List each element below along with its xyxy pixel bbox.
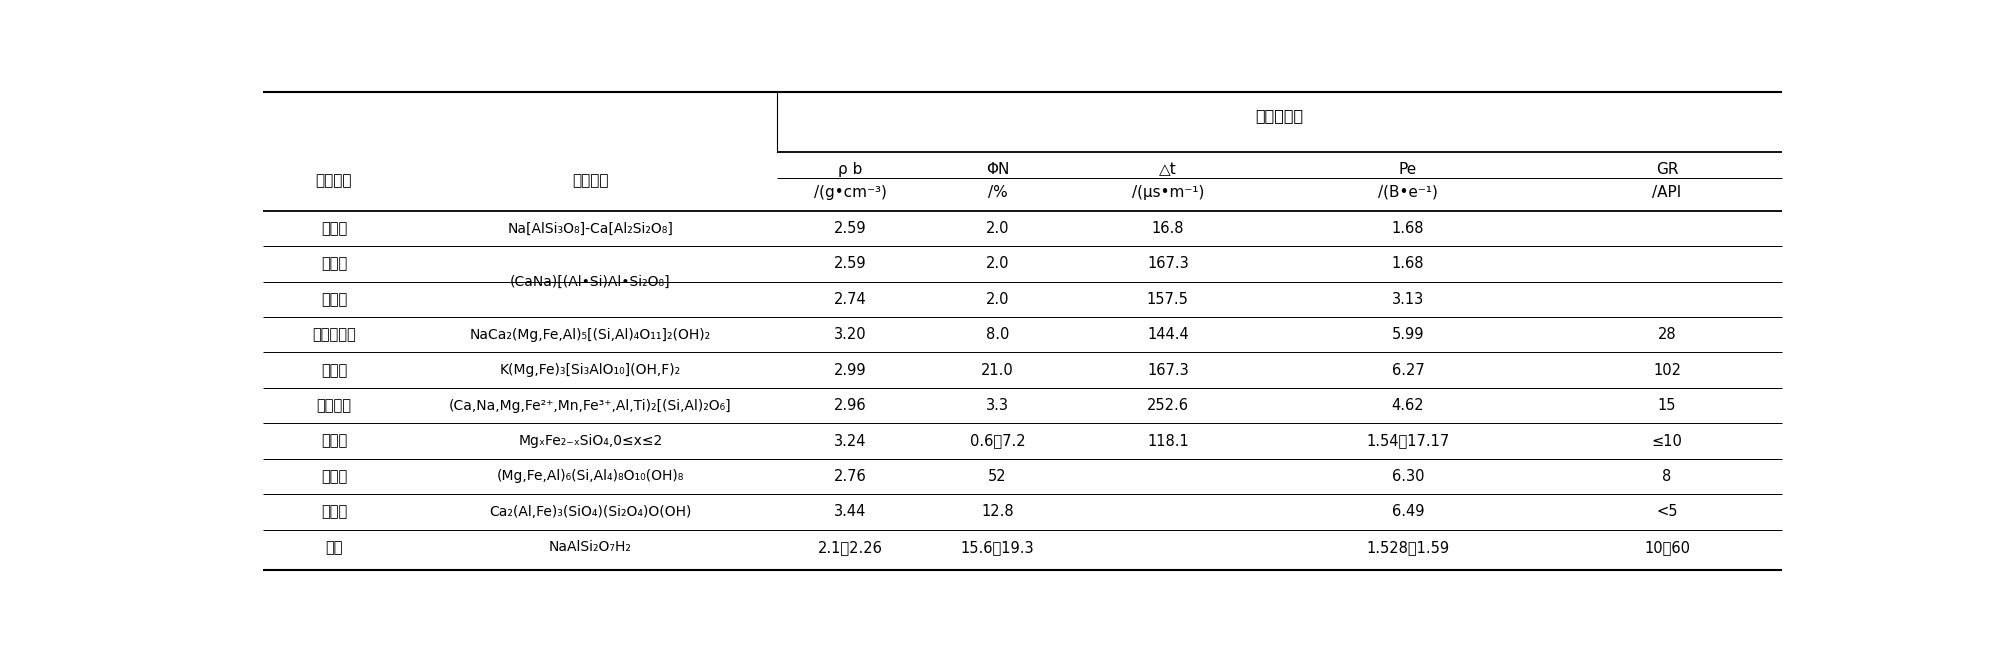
Text: GR: GR bbox=[1657, 162, 1679, 177]
Text: 144.4: 144.4 bbox=[1148, 327, 1190, 342]
Text: /%: /% bbox=[988, 185, 1008, 200]
Text: 3.3: 3.3 bbox=[986, 398, 1008, 413]
Text: ΦN: ΦN bbox=[986, 162, 1010, 177]
Text: 167.3: 167.3 bbox=[1148, 257, 1190, 272]
Text: 1.68: 1.68 bbox=[1391, 221, 1425, 236]
Text: 1.528～1.59: 1.528～1.59 bbox=[1367, 540, 1449, 555]
Text: 2.96: 2.96 bbox=[834, 398, 866, 413]
Text: 斜长石: 斜长石 bbox=[321, 221, 347, 236]
Text: 1.54～17.17: 1.54～17.17 bbox=[1367, 434, 1449, 449]
Text: 4.62: 4.62 bbox=[1391, 398, 1425, 413]
Text: 52: 52 bbox=[988, 469, 1006, 484]
Text: Pe: Pe bbox=[1399, 162, 1417, 177]
Text: 8.0: 8.0 bbox=[986, 327, 1010, 342]
Text: 28: 28 bbox=[1657, 327, 1677, 342]
Text: 2.99: 2.99 bbox=[834, 362, 866, 377]
Text: 2.1～2.26: 2.1～2.26 bbox=[818, 540, 882, 555]
Text: (Ca,Na,Mg,Fe²⁺,Mn,Fe³⁺,Al,Ti)₂[(Si,Al)₂O₆]: (Ca,Na,Mg,Fe²⁺,Mn,Fe³⁺,Al,Ti)₂[(Si,Al)₂O… bbox=[449, 398, 733, 413]
Text: 橄榄石: 橄榄石 bbox=[321, 434, 347, 449]
Text: Ca₂(Al,Fe)₃(SiO₄)(Si₂O₄)O(OH): Ca₂(Al,Fe)₃(SiO₄)(Si₂O₄)O(OH) bbox=[489, 505, 693, 519]
Text: 钠长石: 钠长石 bbox=[321, 257, 347, 272]
Text: 102: 102 bbox=[1653, 362, 1681, 377]
Text: /(g•cm⁻³): /(g•cm⁻³) bbox=[814, 185, 886, 200]
Text: 2.0: 2.0 bbox=[986, 292, 1010, 307]
Text: 6.30: 6.30 bbox=[1391, 469, 1425, 484]
Text: ≤10: ≤10 bbox=[1651, 434, 1683, 449]
Text: 167.3: 167.3 bbox=[1148, 362, 1190, 377]
Text: 化学成分: 化学成分 bbox=[573, 174, 609, 189]
Text: 钙长石: 钙长石 bbox=[321, 292, 347, 307]
Text: 2.0: 2.0 bbox=[986, 221, 1010, 236]
Text: 3.13: 3.13 bbox=[1391, 292, 1425, 307]
Text: 10～60: 10～60 bbox=[1645, 540, 1691, 555]
Text: ρ b: ρ b bbox=[838, 162, 862, 177]
Text: NaCa₂(Mg,Fe,Al)₅[(Si,Al)₄O₁₁]₂(OH)₂: NaCa₂(Mg,Fe,Al)₅[(Si,Al)₄O₁₁]₂(OH)₂ bbox=[469, 328, 711, 342]
Text: /API: /API bbox=[1653, 185, 1681, 200]
Text: 普通角闪石: 普通角闪石 bbox=[311, 327, 355, 342]
Text: NaAlSi₂O₇H₂: NaAlSi₂O₇H₂ bbox=[549, 540, 633, 554]
Text: 8: 8 bbox=[1663, 469, 1671, 484]
Text: 2.59: 2.59 bbox=[834, 257, 866, 272]
Text: 2.74: 2.74 bbox=[834, 292, 866, 307]
Text: 16.8: 16.8 bbox=[1152, 221, 1184, 236]
Text: 1.68: 1.68 bbox=[1391, 257, 1425, 272]
Text: 测井特征值: 测井特征值 bbox=[1255, 108, 1303, 123]
Text: <5: <5 bbox=[1657, 504, 1679, 519]
Text: 12.8: 12.8 bbox=[982, 504, 1014, 519]
Text: 6.27: 6.27 bbox=[1391, 362, 1425, 377]
Text: 3.20: 3.20 bbox=[834, 327, 866, 342]
Text: 矿物名称: 矿物名称 bbox=[315, 174, 351, 189]
Text: 普通辉石: 普通辉石 bbox=[317, 398, 351, 413]
Text: (CaNa)[(Al•Si)Al•Si₂O₈]: (CaNa)[(Al•Si)Al•Si₂O₈] bbox=[511, 275, 671, 289]
Text: MgₓFe₂₋ₓSiO₄,0≤x≤2: MgₓFe₂₋ₓSiO₄,0≤x≤2 bbox=[519, 434, 663, 448]
Text: 6.49: 6.49 bbox=[1391, 504, 1425, 519]
Text: 0.6～7.2: 0.6～7.2 bbox=[970, 434, 1026, 449]
Text: 157.5: 157.5 bbox=[1148, 292, 1190, 307]
Text: K(Mg,Fe)₃[Si₃AlO₁₀](OH,F)₂: K(Mg,Fe)₃[Si₃AlO₁₀](OH,F)₂ bbox=[499, 363, 681, 377]
Text: 252.6: 252.6 bbox=[1148, 398, 1190, 413]
Text: 3.24: 3.24 bbox=[834, 434, 866, 449]
Text: 118.1: 118.1 bbox=[1148, 434, 1190, 449]
Text: △t: △t bbox=[1160, 162, 1178, 177]
Text: 5.99: 5.99 bbox=[1391, 327, 1425, 342]
Text: Na[AlSi₃O₈]-Ca[Al₂Si₂O₈]: Na[AlSi₃O₈]-Ca[Al₂Si₂O₈] bbox=[507, 221, 673, 236]
Text: /(μs•m⁻¹): /(μs•m⁻¹) bbox=[1132, 185, 1204, 200]
Text: 21.0: 21.0 bbox=[980, 362, 1014, 377]
Text: 绿帘石: 绿帘石 bbox=[321, 504, 347, 519]
Text: 沸石: 沸石 bbox=[325, 540, 343, 555]
Text: 15: 15 bbox=[1659, 398, 1677, 413]
Text: 黑云母: 黑云母 bbox=[321, 362, 347, 377]
Text: 2.0: 2.0 bbox=[986, 257, 1010, 272]
Text: (Mg,Fe,Al)₆(Si,Al₄)₈O₁₀(OH)₈: (Mg,Fe,Al)₆(Si,Al₄)₈O₁₀(OH)₈ bbox=[497, 470, 685, 483]
Text: /(B•e⁻¹): /(B•e⁻¹) bbox=[1377, 185, 1437, 200]
Text: 2.59: 2.59 bbox=[834, 221, 866, 236]
Text: 15.6～19.3: 15.6～19.3 bbox=[960, 540, 1034, 555]
Text: 绿泥石: 绿泥石 bbox=[321, 469, 347, 484]
Text: 3.44: 3.44 bbox=[834, 504, 866, 519]
Text: 2.76: 2.76 bbox=[834, 469, 866, 484]
